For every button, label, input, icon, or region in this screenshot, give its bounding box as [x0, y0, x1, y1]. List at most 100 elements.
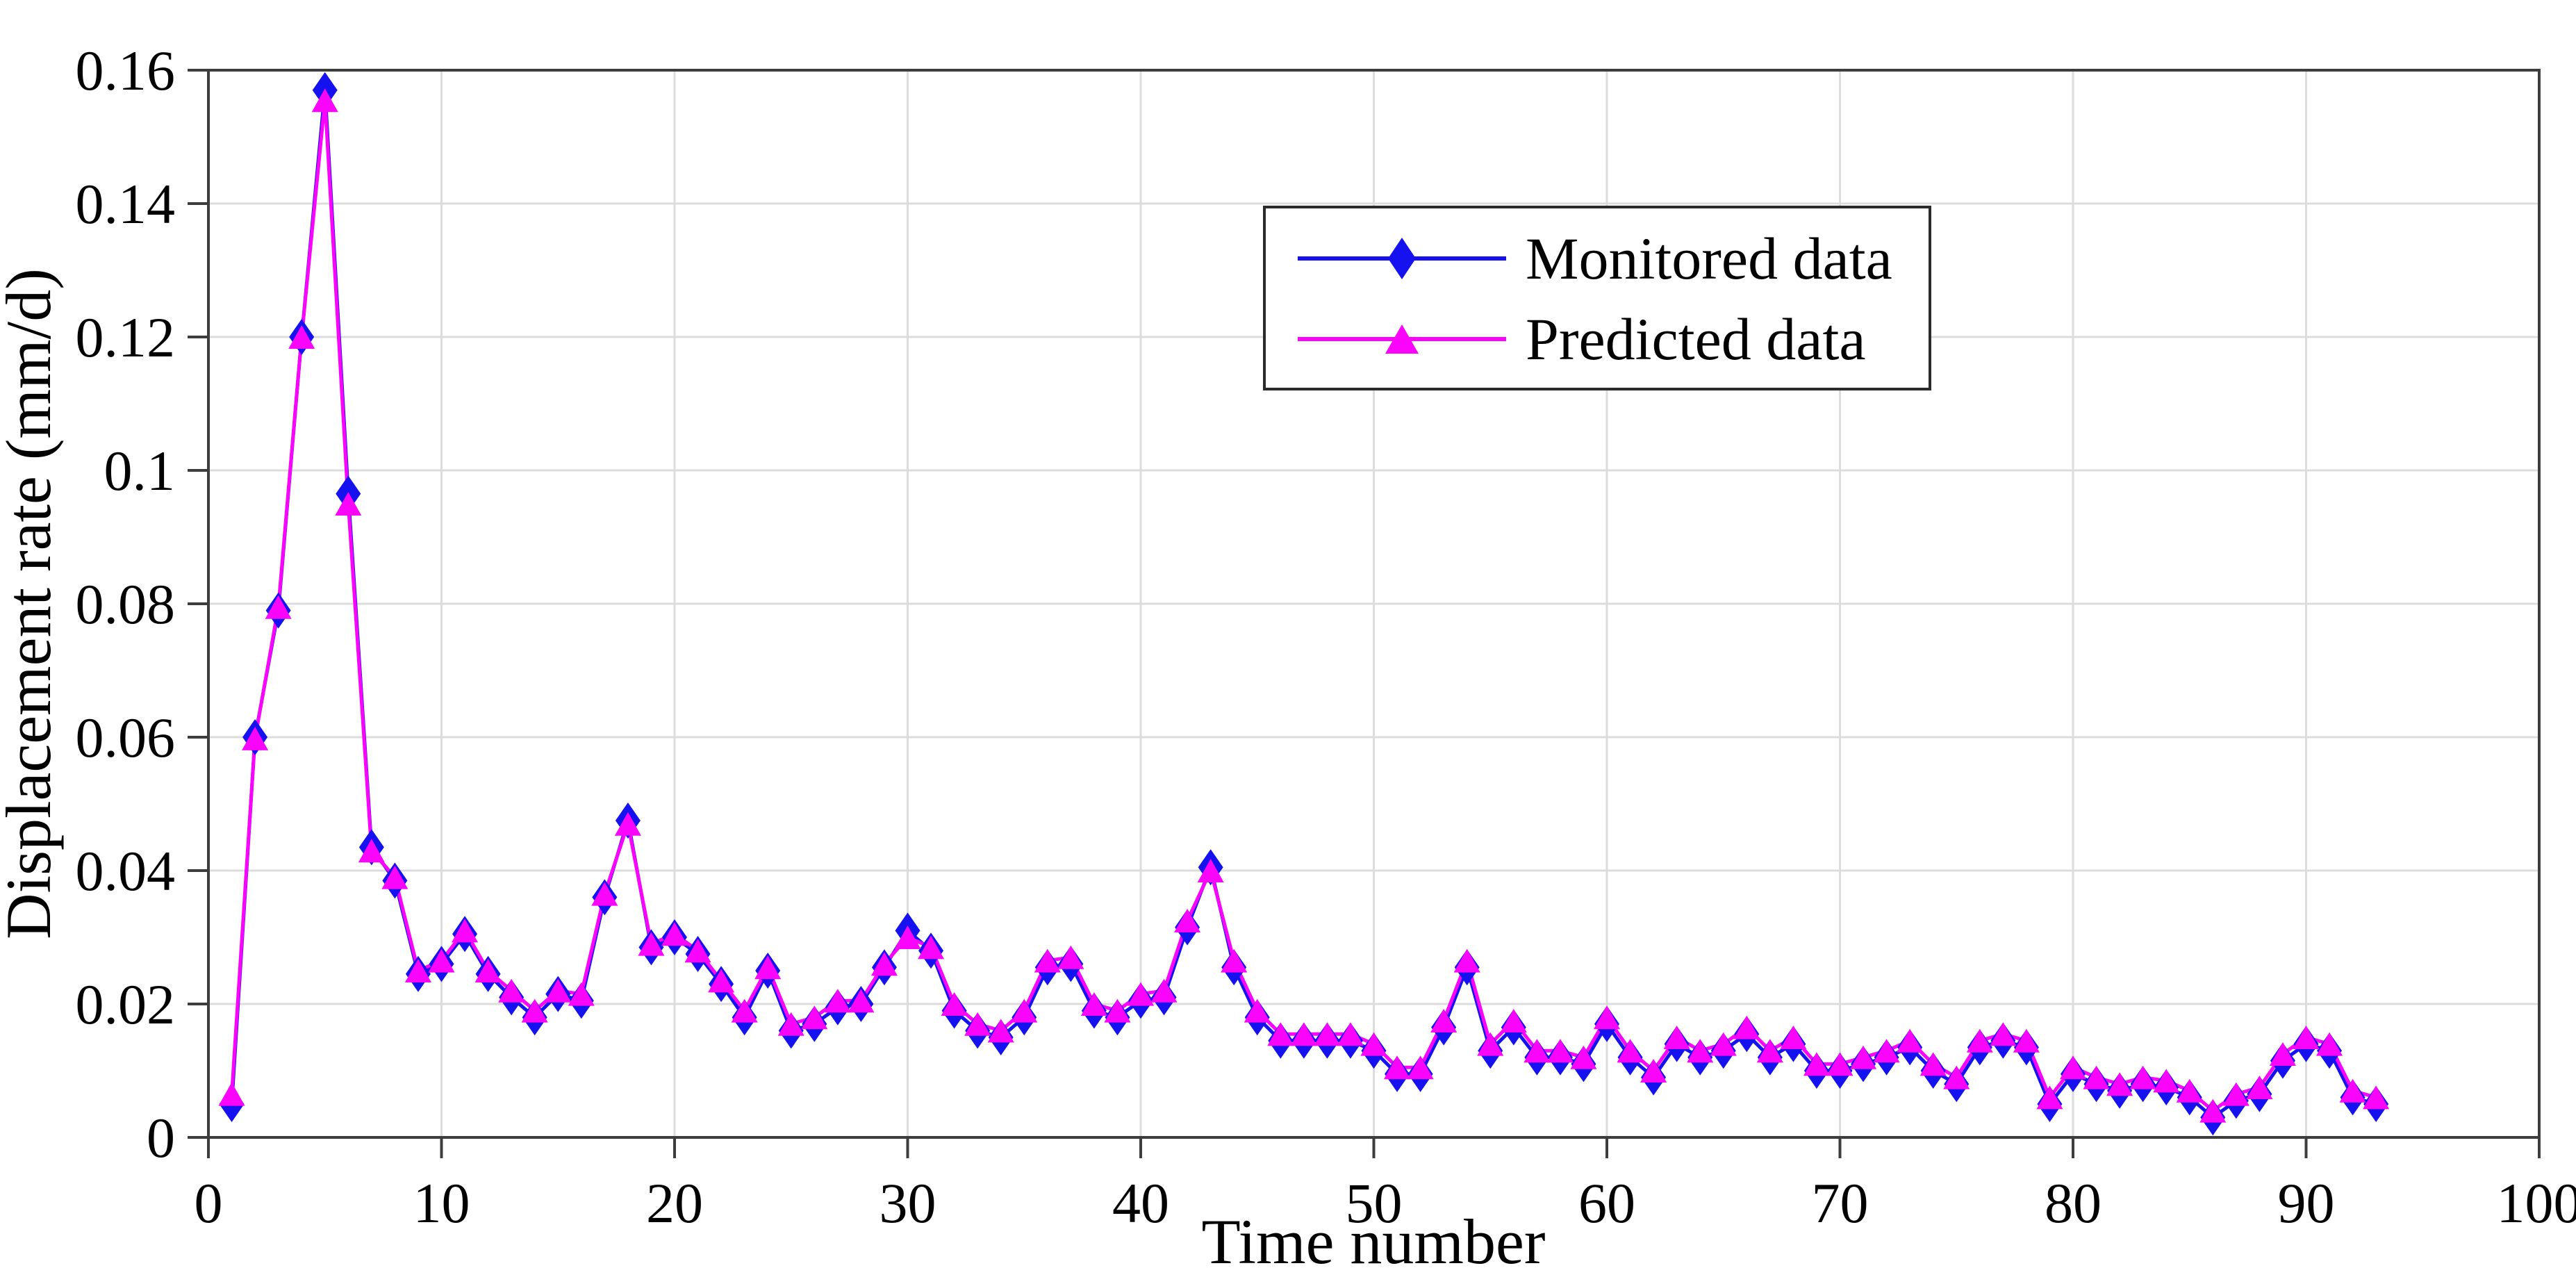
predicted-data-point-marker — [1104, 998, 1131, 1023]
predicted-data-point-marker — [568, 982, 595, 1006]
predicted-data-point-marker — [591, 882, 618, 906]
y-tick-label: 0.16 — [76, 39, 176, 102]
y-tick-label: 0.12 — [76, 306, 176, 369]
y-tick-label: 0.06 — [76, 706, 176, 769]
predicted-data-point-marker — [2083, 1065, 2110, 1089]
predicted-data-point-marker — [1756, 1039, 1783, 1063]
y-axis-title: Displacement rate (mm/d) — [0, 268, 64, 939]
predicted-data-point-marker — [1128, 982, 1154, 1006]
predicted-data-point-marker — [1546, 1039, 1574, 1063]
predicted-data-point-marker — [1850, 1045, 1877, 1069]
predicted-data-point-marker — [381, 865, 408, 889]
predicted-data-point-marker — [684, 939, 711, 963]
predicted-data-point-marker — [1500, 1009, 1527, 1032]
predicted-data-point-marker — [1803, 1052, 1830, 1076]
y-tick-label: 0.08 — [76, 573, 176, 636]
monitored-diamond-icon — [1388, 238, 1416, 279]
predicted-data-point-marker — [1990, 1022, 2017, 1046]
plot-border — [207, 69, 2541, 1139]
x-tick-label: 20 — [646, 1171, 703, 1235]
predicted-data-point-marker — [614, 812, 641, 836]
y-tick-labels: 0 0.02 0.04 0.06 0.08 0.1 0.12 0.14 0.16 — [76, 39, 176, 1169]
predicted-data-point-marker — [1430, 1009, 1458, 1032]
predicted-data-point-marker — [987, 1019, 1014, 1043]
predicted-data-point-marker — [2339, 1078, 2366, 1103]
predicted-data-point-marker — [452, 919, 479, 943]
predicted-data-point-marker — [1384, 1055, 1411, 1080]
predicted-data-point-marker — [1407, 1055, 1434, 1080]
predicted-data-point-marker — [824, 989, 851, 1013]
predicted-data-point-marker — [335, 492, 362, 516]
predicted-data-point-marker — [708, 969, 735, 993]
x-axis-title: Time number — [1202, 1206, 1546, 1277]
predicted-data-point-marker — [2036, 1085, 2063, 1110]
predicted-data-point-marker — [521, 998, 548, 1023]
predicted-data-point-marker — [2199, 1098, 2227, 1123]
predicted-data-point-marker — [1897, 1028, 1924, 1053]
predicted-data-point-marker — [358, 839, 385, 863]
predicted-data-point-marker — [2293, 1026, 2320, 1049]
predicted-data-point-marker — [1524, 1039, 1551, 1063]
predicted-data-point-marker — [1943, 1065, 1970, 1089]
predicted-data-point-marker — [2176, 1078, 2203, 1103]
x-tick-label: 70 — [1812, 1171, 1869, 1235]
predicted-data-point-marker — [1663, 1026, 1690, 1049]
predicted-data-point-marker — [404, 959, 431, 982]
predicted-data-point-marker — [428, 948, 455, 973]
x-tick-label: 60 — [1578, 1171, 1635, 1235]
y-tick-label: 0 — [147, 1106, 175, 1169]
predicted-data-point-marker — [1733, 1015, 1760, 1039]
predicted-data-point-marker — [2153, 1069, 2180, 1093]
x-tick-label: 80 — [2045, 1171, 2102, 1235]
predicted-data-point-marker — [2222, 1082, 2249, 1106]
predicted-data-point-marker — [1873, 1039, 1900, 1063]
predicted-data-point-marker — [848, 989, 875, 1013]
axis-ticks — [188, 69, 2541, 1158]
predicted-data-point-marker — [474, 959, 502, 982]
predicted-data-point-marker — [1267, 1022, 1294, 1046]
data-series — [218, 72, 2390, 1136]
predicted-data-point-marker — [498, 978, 525, 1003]
predicted-data-point-marker — [638, 932, 665, 956]
predicted-data-point-marker — [1011, 998, 1038, 1023]
predicted-data-point-marker — [1337, 1022, 1364, 1046]
predicted-data-point-marker — [2269, 1042, 2296, 1066]
predicted-data-point-marker — [1221, 948, 1248, 973]
predicted-data-point-marker — [2246, 1076, 2273, 1099]
x-tick-label: 0 — [195, 1171, 223, 1235]
predicted-triangle-icon — [1385, 324, 1419, 354]
predicted-data-point-marker — [1314, 1022, 1341, 1046]
legend-box — [1263, 206, 1931, 390]
predicted-data-point-marker — [1780, 1026, 1807, 1049]
predicted-data-point-marker — [2013, 1028, 2040, 1053]
predicted-data-point-marker — [1174, 909, 1201, 932]
x-tick-label: 50 — [1346, 1171, 1403, 1235]
legend-item-predicted: Predicted data — [1298, 306, 1866, 372]
predicted-data-point-marker — [964, 1012, 991, 1036]
predicted-data-point-marker — [894, 925, 921, 949]
predicted-data-point-marker — [1594, 1005, 1620, 1030]
x-tick-label: 100 — [2497, 1171, 2576, 1235]
predicted-data-point-marker — [661, 922, 688, 946]
predicted-data-point-marker — [731, 998, 758, 1023]
y-tick-label: 0.14 — [76, 172, 176, 236]
x-tick-label: 30 — [880, 1171, 936, 1235]
predicted-data-point-marker — [1150, 978, 1178, 1003]
x-tick-label: 90 — [2278, 1171, 2335, 1235]
x-tick-label: 40 — [1112, 1171, 1169, 1235]
predicted-data-point-marker — [941, 992, 968, 1016]
predicted-data-point-marker — [1244, 998, 1271, 1023]
predicted-data-point-marker — [545, 978, 572, 1003]
predicted-data-point-marker — [1826, 1052, 1853, 1076]
predicted-data-point-marker — [1034, 948, 1061, 973]
predicted-data-point-marker — [2363, 1085, 2390, 1110]
predicted-data-point-marker — [311, 88, 338, 113]
predicted-data-point-marker — [1919, 1052, 1947, 1076]
legend: Monitored data Predicted data — [1263, 206, 1931, 390]
legend-label-predicted: Predicted data — [1526, 306, 1866, 372]
predicted-data-point-marker — [1570, 1045, 1597, 1069]
predicted-data-point-marker — [1453, 948, 1480, 973]
predicted-data-point-marker — [2106, 1072, 2133, 1096]
